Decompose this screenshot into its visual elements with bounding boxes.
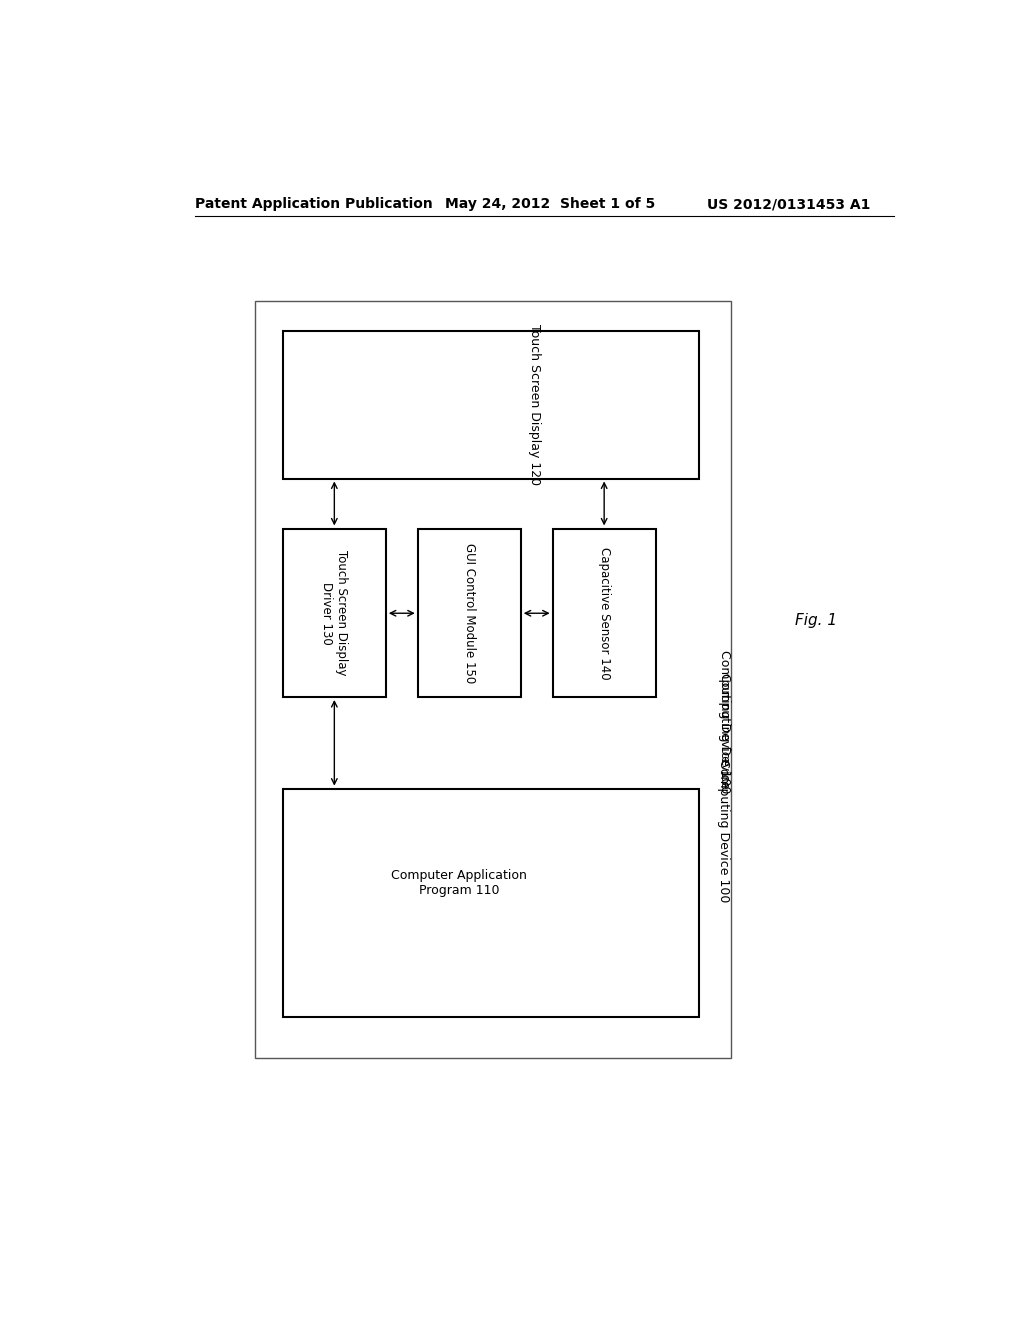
- Text: US 2012/0131453 A1: US 2012/0131453 A1: [708, 197, 870, 211]
- Bar: [283, 788, 699, 1018]
- Text: Fig. 1: Fig. 1: [795, 614, 837, 628]
- Bar: [283, 529, 386, 697]
- Text: Computing Device: Computing Device: [718, 673, 731, 793]
- Bar: [418, 529, 521, 697]
- Text: Computing Device ̲¹°°: Computing Device ̲¹°°: [718, 656, 731, 793]
- Text: Computing Device 100: Computing Device 100: [718, 649, 731, 793]
- Text: GUI Control Module 150: GUI Control Module 150: [463, 543, 476, 684]
- Text: Touch Screen Display
Driver 130: Touch Screen Display Driver 130: [321, 550, 348, 676]
- Text: Patent Application Publication: Patent Application Publication: [196, 197, 433, 211]
- Text: May 24, 2012  Sheet 1 of 5: May 24, 2012 Sheet 1 of 5: [445, 197, 655, 211]
- Bar: [255, 301, 731, 1057]
- Bar: [283, 331, 699, 479]
- Text: Capacitive Sensor 140: Capacitive Sensor 140: [598, 546, 610, 680]
- Bar: [553, 529, 655, 697]
- Text: Computer Application
Program 110: Computer Application Program 110: [391, 869, 527, 896]
- Text: Touch Screen Display 120: Touch Screen Display 120: [528, 325, 542, 486]
- Text: Computing Device 100: Computing Device 100: [717, 759, 730, 903]
